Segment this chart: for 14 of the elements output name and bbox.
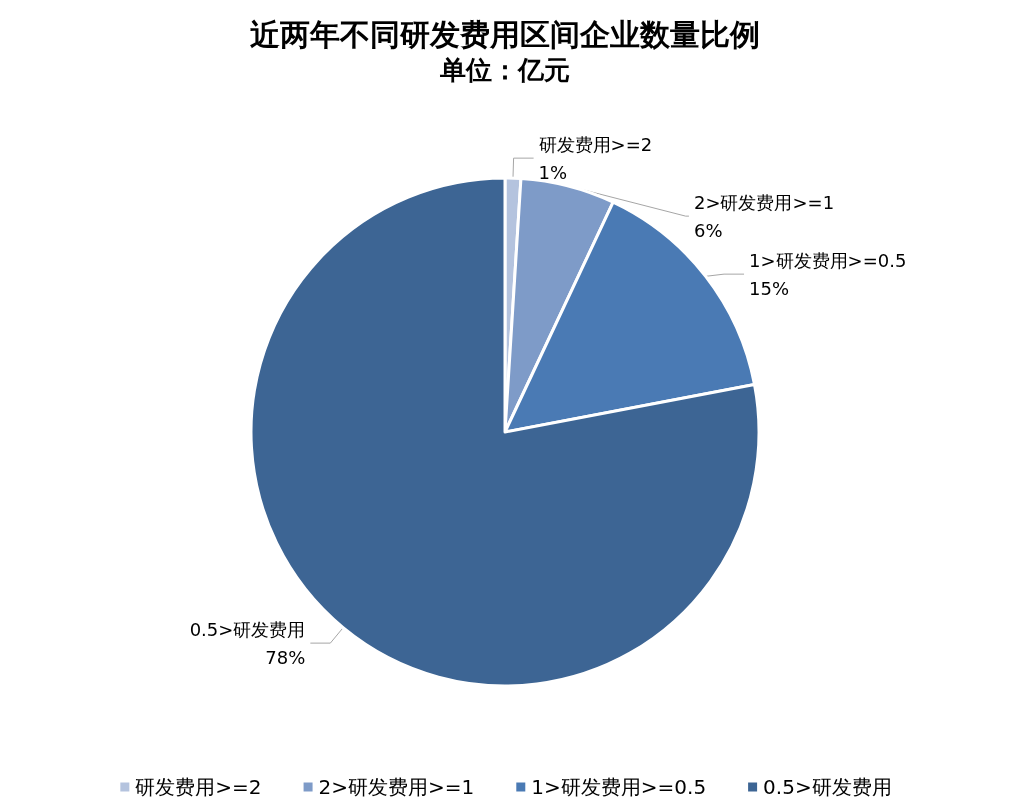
- data-label: 6%: [693, 219, 723, 241]
- data-label: 78%: [265, 646, 306, 668]
- chart-subtitle: 单位：亿元: [439, 55, 570, 85]
- legend-label: 1>研发费用>=0.5: [531, 775, 707, 799]
- slice-label: 研发费用>=2: [538, 133, 653, 155]
- slice-label: 2>研发费用>=1: [693, 191, 835, 213]
- data-label: 15%: [749, 277, 790, 299]
- legend-label: 2>研发费用>=1: [318, 775, 475, 799]
- legend-label: 0.5>研发费用: [763, 775, 892, 799]
- chart-title: 近两年不同研发费用区间企业数量比例: [250, 16, 760, 52]
- data-label: 1%: [538, 161, 568, 183]
- legend-label: 研发费用>=2: [135, 775, 262, 799]
- slice-label: 1>研发费用>=0.5: [749, 249, 907, 271]
- slice-label: 0.5>研发费用: [189, 618, 306, 640]
